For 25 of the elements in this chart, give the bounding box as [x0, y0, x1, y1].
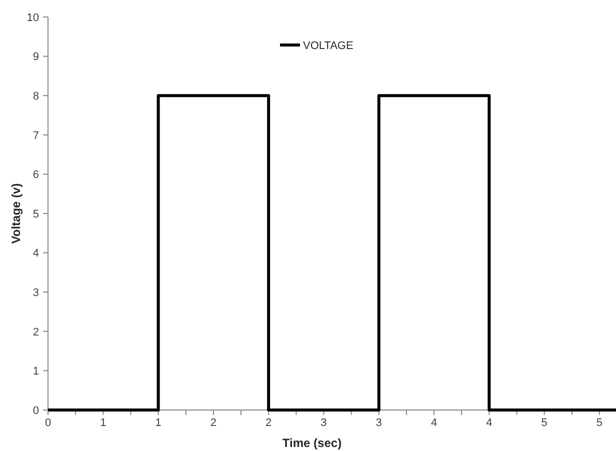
- x-tick-label: 2: [210, 417, 216, 429]
- x-axis-title: Time (sec): [282, 436, 342, 450]
- y-tick-label: 1: [32, 366, 39, 378]
- y-tick-label: 5: [32, 208, 39, 220]
- y-tick-label: 9: [32, 51, 39, 64]
- y-tick-label: 10: [26, 12, 39, 24]
- x-tick-label: 3: [376, 417, 382, 429]
- x-tick-label: 1: [155, 417, 162, 429]
- y-axis-title: Voltage (v): [9, 183, 23, 244]
- x-tick-label: 3: [320, 417, 327, 429]
- y-tick-label: 6: [32, 169, 39, 182]
- legend-label: VOLTAGE: [303, 40, 354, 52]
- x-tick-label: 0: [44, 417, 52, 429]
- y-tick-label: 8: [32, 90, 39, 102]
- x-tick-label: 1: [100, 417, 106, 429]
- x-tick-label: 2: [266, 417, 272, 429]
- x-tick-label: 4: [430, 417, 438, 429]
- y-tick-label: 2: [32, 326, 39, 338]
- x-tick-label: 5: [596, 417, 603, 429]
- x-tick-label: 5: [541, 417, 548, 429]
- y-tick-label: 4: [32, 248, 39, 260]
- y-tick-label: 0: [32, 404, 39, 417]
- y-tick-label: 3: [32, 286, 39, 299]
- x-tick-label: 4: [486, 417, 492, 429]
- y-tick-label: 7: [32, 130, 39, 142]
